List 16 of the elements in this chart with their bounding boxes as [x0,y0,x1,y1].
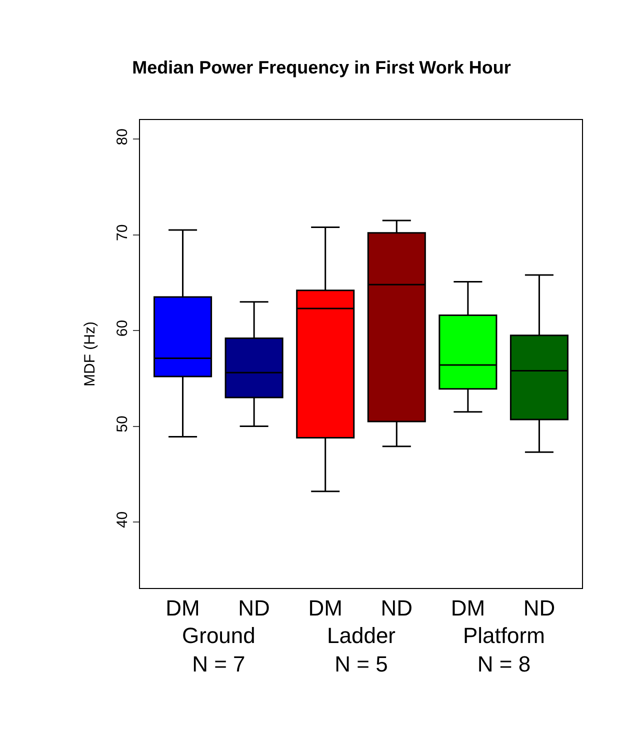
x-tick-label: ND [238,595,270,620]
y-tick-label: 60 [114,320,131,337]
y-tick-label: 40 [114,511,131,528]
chart-title: Median Power Frequency in First Work Hour [132,57,511,78]
text: Ladder N = 5 [327,623,396,677]
text: Ground N = 7 [182,623,256,677]
x-tick-label: ND [523,595,556,620]
x-tick-label: DM [450,595,486,620]
x-tick-label: DM [308,595,342,620]
y-axis-title: MDF (Hz) [81,322,98,386]
text: Platform N = 8 [463,623,545,677]
x-tick-label: ND [380,595,413,620]
y-tick-label: 80 [114,128,131,146]
x-tick-label: DM [166,595,200,620]
y-tick-label: 70 [114,224,131,241]
y-tick-label: 50 [114,416,131,432]
